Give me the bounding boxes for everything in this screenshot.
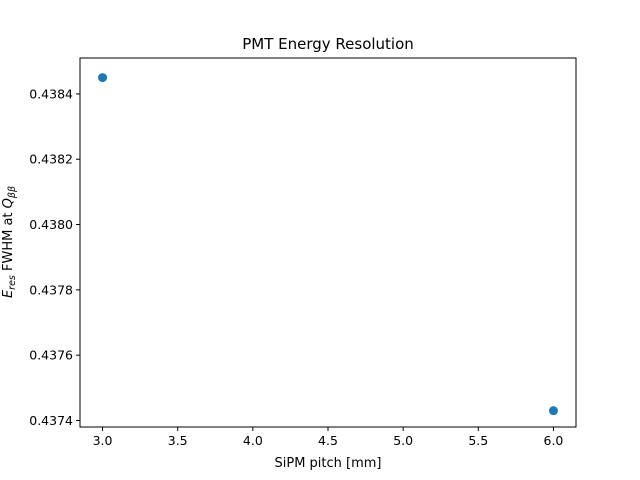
y-axis: 0.4374 0.4376 0.4378 0.4380 0.4382 0.4384 (29, 86, 80, 428)
y-tick-label: 0.4374 (29, 413, 73, 428)
plot-frame (79, 57, 577, 428)
y-tick-label: 0.4376 (29, 348, 73, 363)
y-axis-label: Eres FWHM at Qββ (1, 186, 18, 298)
data-point (98, 73, 108, 83)
y-tick-label: 0.4382 (29, 152, 73, 167)
x-tick-label: 6.0 (544, 433, 564, 448)
y-label-q: Q (1, 198, 16, 208)
y-label-symbol: E (1, 289, 16, 298)
y-tick-label: 0.4378 (29, 282, 73, 297)
y-tick-label: 0.4384 (29, 86, 73, 101)
x-tick-label: 4.5 (318, 433, 338, 448)
y-tick-label: 0.4380 (29, 217, 73, 232)
x-tick-label: 5.5 (468, 433, 488, 448)
data-points (98, 73, 558, 416)
x-tick-label: 5.0 (393, 433, 413, 448)
y-label-middle: FWHM at (1, 208, 16, 275)
x-tick-label: 3.5 (168, 433, 188, 448)
y-label-symbol-subscript: res (7, 275, 18, 290)
plot-area: 3.0 3.5 4.0 4.5 5.0 5.5 6.0 0.4374 0.4376 0.4378… (29, 57, 577, 448)
data-point (548, 406, 558, 416)
x-axis: 3.0 3.5 4.0 4.5 5.0 5.5 6.0 (93, 427, 564, 448)
x-tick-label: 3.0 (93, 433, 113, 448)
x-tick-label: 4.0 (243, 433, 263, 448)
chart-title: PMT Energy Resolution (242, 35, 414, 53)
y-label-q-subscript: ββ (7, 186, 18, 199)
x-axis-label: SiPM pitch [mm] (274, 456, 381, 471)
